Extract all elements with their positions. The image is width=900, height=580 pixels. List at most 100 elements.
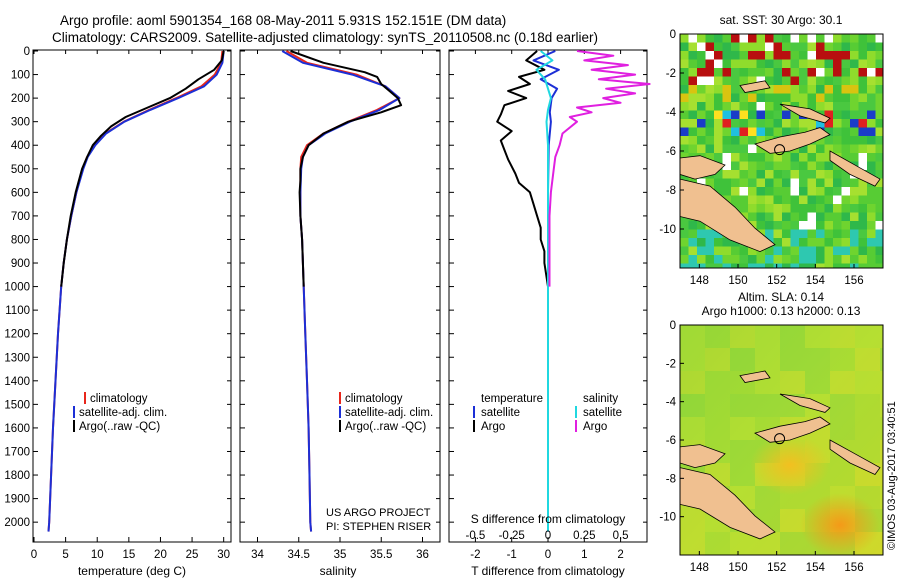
lon-tick-label: 156 xyxy=(844,275,863,287)
sst-cell xyxy=(714,51,723,60)
sst-cell xyxy=(748,195,757,205)
sst-cell xyxy=(739,204,749,213)
sla-cell xyxy=(830,463,855,486)
sst-cell xyxy=(739,144,749,154)
sst-cell xyxy=(824,85,834,94)
sst-map-canvas xyxy=(680,34,883,268)
sst-cell xyxy=(680,127,689,137)
sla-cell xyxy=(830,371,855,394)
sst-cell xyxy=(833,110,842,120)
sla-cell xyxy=(680,348,705,371)
legend-head-salinity: salinity xyxy=(583,393,618,405)
sst-cell xyxy=(841,170,851,179)
depth-tick-label: 0 xyxy=(24,46,30,58)
sst-cell xyxy=(748,136,757,145)
sst-cell xyxy=(748,144,757,154)
sla-cell xyxy=(780,509,805,532)
lat-tick-label: -8 xyxy=(666,473,676,485)
sst-cell xyxy=(765,127,774,137)
sst-cell xyxy=(799,195,808,205)
legend-label-t-satellite: satellite xyxy=(481,407,520,419)
sst-cell xyxy=(765,102,774,111)
sst-cell xyxy=(875,178,883,188)
sst-cell xyxy=(765,195,774,205)
sla-cell xyxy=(880,417,883,440)
sst-cell xyxy=(790,93,800,103)
sst-cell xyxy=(841,42,851,52)
sst-cell xyxy=(765,204,774,213)
sst-cell xyxy=(875,110,883,120)
sst-cell xyxy=(697,136,706,145)
sst-cell xyxy=(688,263,698,268)
sst-cell xyxy=(867,153,876,162)
sst-cell xyxy=(824,93,834,103)
sst-cell xyxy=(765,161,774,171)
sst-cell xyxy=(807,76,817,86)
sst-cell xyxy=(756,76,766,86)
sst-cell xyxy=(858,263,868,268)
sst-cell xyxy=(782,195,791,205)
sst-cell xyxy=(850,59,859,69)
sst-cell xyxy=(824,263,834,268)
sst-cell xyxy=(858,161,868,171)
sst-cell xyxy=(739,136,749,145)
sst-cell xyxy=(731,42,740,52)
sst-cell xyxy=(816,204,825,213)
sst-cell xyxy=(756,59,766,69)
lon-tick-label: 152 xyxy=(767,562,786,574)
sst-cell xyxy=(714,93,723,103)
sla-cell xyxy=(830,348,855,371)
sst-cell xyxy=(722,153,732,162)
sst-cell xyxy=(799,229,808,239)
sla-cell xyxy=(880,371,883,394)
sst-cell xyxy=(705,263,715,268)
sst-cell xyxy=(841,153,851,162)
land-shape xyxy=(754,416,831,443)
sst-cell xyxy=(748,246,757,256)
sst-cell xyxy=(841,76,851,86)
sla-cell xyxy=(880,463,883,486)
depth-tick-label: 1400 xyxy=(4,376,30,388)
sst-cell xyxy=(722,85,732,94)
sst-cell xyxy=(816,93,825,103)
sst-cell xyxy=(697,102,706,111)
sst-cell xyxy=(833,246,842,256)
sst-cell xyxy=(782,42,791,52)
sst-cell xyxy=(756,127,766,137)
sst-cell xyxy=(799,59,808,69)
sst-cell xyxy=(731,153,740,162)
depth-tick-label: 1000 xyxy=(4,282,30,294)
sst-cell xyxy=(807,85,817,94)
sst-cell xyxy=(731,59,740,69)
sst-cell xyxy=(739,110,749,120)
sst-cell xyxy=(816,68,825,77)
sst-cell xyxy=(765,110,774,120)
sst-cell xyxy=(841,127,851,137)
sst-cell xyxy=(833,93,842,103)
sst-cell xyxy=(722,119,732,128)
sst-cell xyxy=(739,187,749,196)
sla-cell xyxy=(730,348,755,371)
sst-cell xyxy=(773,212,783,222)
sst-cell xyxy=(748,51,757,60)
sst-cell xyxy=(858,93,868,103)
sst-cell xyxy=(756,263,766,268)
x-tick-label: 15 xyxy=(122,549,135,561)
sst-cell xyxy=(833,187,842,196)
sst-cell xyxy=(680,238,689,247)
sst-cell xyxy=(697,246,706,256)
sst-cell xyxy=(790,68,800,77)
sst-cell xyxy=(807,229,817,239)
sst-cell xyxy=(816,238,825,247)
sst-cell xyxy=(756,102,766,111)
argo-position-marker xyxy=(774,144,786,156)
sst-cell xyxy=(705,34,715,43)
land-shape xyxy=(739,370,771,383)
sst-cell xyxy=(782,170,791,179)
sst-cell xyxy=(807,102,817,111)
sst-cell xyxy=(824,51,834,60)
sla-cell xyxy=(830,417,855,440)
sst-cell xyxy=(688,221,698,230)
sst-cell xyxy=(816,221,825,230)
